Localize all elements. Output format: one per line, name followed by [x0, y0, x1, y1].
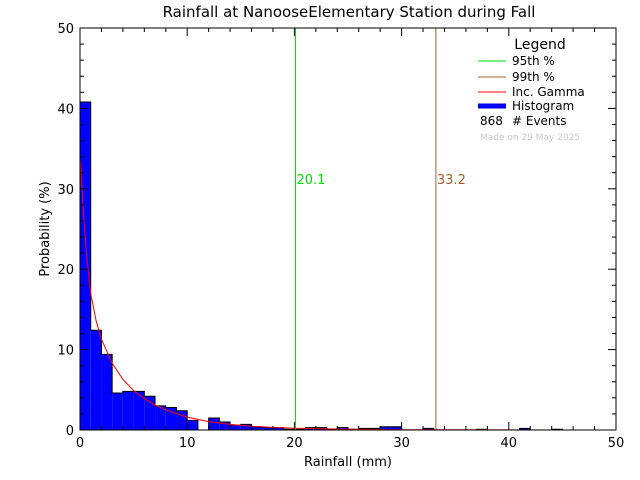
histogram-bar [251, 426, 263, 430]
legend-title: Legend [514, 37, 565, 53]
histogram-bar [219, 421, 231, 430]
x-axis-label: Rainfall (mm) [304, 455, 392, 470]
percentile-label-99th: 33.2 [437, 173, 466, 188]
chart-title: Rainfall at NanooseElementary Station du… [163, 3, 536, 21]
y-axis-label: Probability (%) [38, 181, 53, 276]
histogram-bar [133, 391, 145, 430]
plot-frame [79, 27, 617, 431]
legend-events-label: # Events [512, 114, 567, 128]
x-tick-label: 30 [393, 436, 410, 451]
made-on-note: Made on 29 May 2025 [480, 133, 580, 143]
histogram-bar [80, 101, 91, 430]
histogram-bar [187, 420, 198, 430]
gamma-curve-layer [80, 160, 616, 431]
y-tick-label: 40 [57, 102, 74, 117]
histogram-bar [155, 405, 166, 430]
histogram-bar [208, 417, 220, 430]
histogram-bar [101, 354, 113, 430]
gamma-curve [80, 160, 616, 431]
histogram-bar [230, 425, 241, 430]
percentile-label-95th: 20.1 [296, 173, 325, 188]
legend-events-count: 868 [480, 114, 503, 128]
legend-label-99th: 99th % [512, 70, 555, 84]
legend: Legend 95th % 99th % Inc. Gamma Histogra… [478, 37, 585, 143]
legend-label-gamma: Inc. Gamma [512, 85, 585, 99]
histogram-bar [380, 426, 391, 430]
histogram-bar [112, 393, 123, 430]
histogram-bar [176, 410, 188, 430]
legend-label-histogram: Histogram [512, 99, 574, 113]
histogram-bar [390, 426, 402, 430]
y-tick-label: 10 [57, 344, 74, 359]
histogram-bar [272, 427, 284, 430]
x-tick-label: 10 [179, 436, 196, 451]
y-tick-label: 50 [57, 22, 74, 37]
histogram-bars [79, 101, 563, 431]
histogram-bar [262, 427, 273, 430]
legend-label-95th: 95th % [512, 54, 555, 68]
x-tick-label: 20 [286, 436, 303, 451]
x-tick-label: 0 [76, 436, 84, 451]
y-tick-label: 30 [57, 183, 74, 198]
x-tick-label: 40 [501, 436, 518, 451]
y-tick-label: 20 [57, 263, 74, 278]
histogram-bar [144, 396, 156, 430]
percentile-lines: 20.1 33.2 [294, 28, 466, 430]
histogram-bar [423, 428, 434, 430]
histogram-bar [90, 330, 102, 430]
histogram-outline [79, 101, 563, 431]
histogram-bar [122, 391, 134, 430]
axis-ticks: 0 10 20 30 40 50 0 10 20 30 40 50 [57, 22, 624, 451]
histogram-bar [519, 428, 531, 430]
histogram-bar [165, 407, 177, 430]
histogram-bar [240, 424, 252, 430]
y-tick-label: 0 [66, 424, 74, 439]
x-tick-label: 50 [608, 436, 625, 451]
